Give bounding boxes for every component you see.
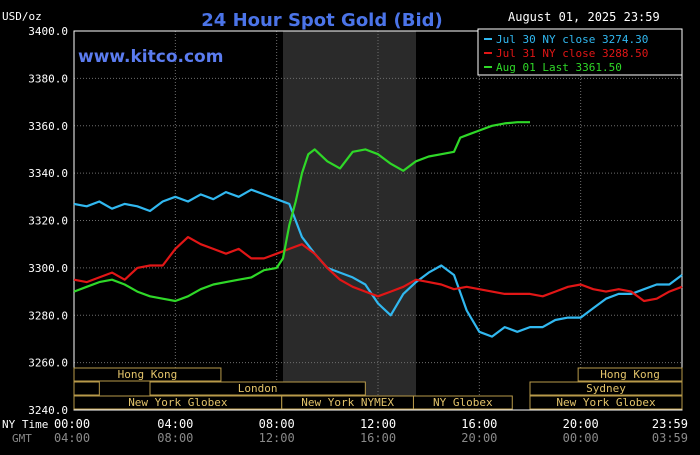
session-label: Hong Kong xyxy=(118,368,178,381)
y-tick-label: 3380.0 xyxy=(28,72,68,85)
session-bar xyxy=(412,395,513,410)
x-tick-label-gmt: 03:59 xyxy=(652,431,688,445)
x-tick-label-ny: 23:59 xyxy=(652,417,688,431)
session-label: New York Globex xyxy=(128,396,228,409)
x-tick-label-gmt: 12:00 xyxy=(259,431,295,445)
session-label: London xyxy=(238,382,278,395)
session-bar xyxy=(529,395,683,410)
y-tick-label: 3340.0 xyxy=(28,167,68,180)
plot-border xyxy=(73,30,683,411)
x-tick-label-ny: 08:00 xyxy=(259,417,295,431)
session-bar xyxy=(577,367,683,382)
x-tick-label-ny: 00:00 xyxy=(54,417,90,431)
session-bar xyxy=(149,381,366,396)
chart-title: 24 Hour Spot Gold (Bid) xyxy=(201,10,442,31)
legend-entry: Aug 01 Last 3361.50 xyxy=(496,61,622,74)
y-tick-label: 3400.0 xyxy=(28,25,68,38)
session-bar xyxy=(73,381,100,396)
session-label: Sydney xyxy=(586,382,626,395)
y-tick-label: 3300.0 xyxy=(28,262,68,275)
x-tick-label-gmt: 16:00 xyxy=(360,431,396,445)
legend-box xyxy=(477,28,683,76)
legend-entry: Jul 30 NY close 3274.30 xyxy=(496,33,648,46)
y-tick-label: 3260.0 xyxy=(28,357,68,370)
y-axis-label: USD/oz xyxy=(2,10,42,23)
session-label: Hong Kong xyxy=(600,368,660,381)
x-tick-label-ny: 12:00 xyxy=(360,417,396,431)
session-label: New York Globex xyxy=(556,396,656,409)
legend-entry: Jul 31 NY close 3288.50 xyxy=(496,47,648,60)
x-tick-label-ny: 20:00 xyxy=(563,417,599,431)
x-tick-label-ny: 04:00 xyxy=(157,417,193,431)
gmt-row-label: GMT xyxy=(12,432,32,445)
chart-date: August 01, 2025 23:59 xyxy=(508,10,660,24)
ny-time-row-label: NY Time xyxy=(2,418,48,431)
series-line xyxy=(73,236,683,303)
x-tick-label-gmt: 00:00 xyxy=(563,431,599,445)
x-tick-label-gmt: 04:00 xyxy=(54,431,90,445)
series-line xyxy=(73,121,530,303)
y-tick-label: 3280.0 xyxy=(28,309,68,322)
y-tick-label: 3320.0 xyxy=(28,215,68,228)
y-tick-label: 3360.0 xyxy=(28,120,68,133)
y-tick-label: 3240.0 xyxy=(28,404,68,417)
session-bar xyxy=(73,367,222,382)
x-tick-label-ny: 16:00 xyxy=(461,417,497,431)
x-tick-label-gmt: 08:00 xyxy=(157,431,193,445)
brand-watermark: www.kitco.com xyxy=(78,47,223,67)
x-tick-label-gmt: 20:00 xyxy=(461,431,497,445)
session-label: New York NYMEX xyxy=(301,396,394,409)
session-bar xyxy=(529,381,683,396)
session-label: NY Globex xyxy=(433,396,493,409)
series-line xyxy=(73,188,683,338)
